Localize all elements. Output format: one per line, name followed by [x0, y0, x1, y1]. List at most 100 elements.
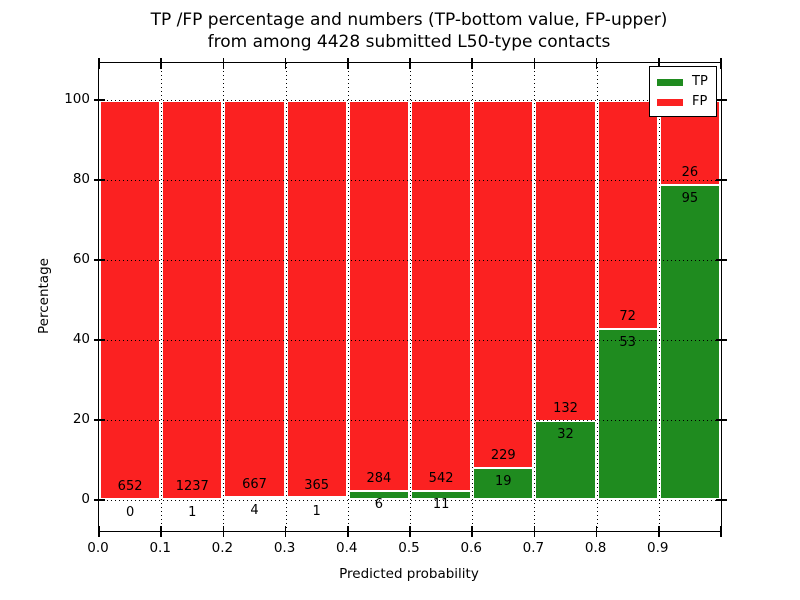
y-tick-mark-left [93, 339, 105, 341]
gridline-x-0.5 [410, 63, 411, 531]
chart-title-line1: TP /FP percentage and numbers (TP-bottom… [150, 10, 668, 30]
x-tick-mark-top [347, 57, 349, 69]
x-tick-mark-bottom [471, 526, 473, 537]
chart-title-line2: from among 4428 submitted L50-type conta… [207, 32, 611, 52]
y-tick-mark-left [93, 259, 105, 261]
y-tick-mark-right [716, 179, 727, 181]
legend-label-fp: FP [692, 94, 708, 109]
gridline-x-0.4 [348, 63, 349, 531]
bar-segment-tp [660, 184, 719, 498]
x-tick-label-0.8: 0.8 [584, 540, 607, 556]
fp-swatch-icon [657, 98, 683, 106]
tp-count-label: 11 [432, 497, 450, 513]
bar-bin-0.1 [161, 100, 224, 500]
x-tick-mark-bottom [533, 526, 536, 537]
gridline-x-0.7 [534, 63, 535, 531]
tp-count-label: 53 [619, 335, 636, 351]
tp-count-label: 4 [250, 502, 259, 518]
legend-label-tp: TP [692, 74, 708, 89]
x-tick-label-0.2: 0.2 [211, 540, 234, 556]
x-tick-mark-top [533, 57, 536, 69]
tp-count-label: 6 [374, 496, 384, 512]
x-tick-mark-top [98, 57, 100, 69]
x-tick-mark-bottom [347, 526, 349, 537]
y-tick-label-100: 100 [64, 91, 90, 107]
tp-count-label: 32 [557, 426, 574, 442]
plot-area: TP FP 652 0 1237 1 667 4 365 1 284 6 542 11 229 19 132… [93, 57, 727, 537]
x-tick-label-0.9: 0.9 [647, 540, 669, 556]
y-tick-label-60: 60 [72, 251, 90, 267]
tp-swatch-icon [657, 78, 683, 86]
legend-entry-fp: FP [650, 92, 716, 112]
fp-count-label: 652 [117, 479, 143, 494]
bar-segment-tp [225, 496, 284, 498]
y-tick-label-80: 80 [72, 171, 90, 187]
x-tick-label-0.3: 0.3 [273, 540, 296, 556]
tp-count-label: 1 [188, 504, 197, 520]
x-tick-mark-bottom [595, 526, 598, 537]
y-tick-mark-right [716, 339, 727, 341]
y-tick-label-40: 40 [72, 331, 90, 347]
x-tick-label-0.4: 0.4 [336, 540, 358, 556]
y-tick-mark-right [716, 99, 727, 101]
bar-segment-tp [536, 420, 595, 498]
fp-count-label: 72 [619, 309, 636, 325]
y-tick-label-0: 0 [81, 491, 90, 507]
bar-segment-tp [349, 490, 408, 498]
chart-title: TP /FP percentage and numbers (TP-bottom… [98, 9, 720, 53]
bar-bin-0.8 [596, 100, 659, 500]
fp-count-label: 667 [242, 476, 267, 492]
x-axis-label: Predicted probability [339, 566, 479, 582]
gridline-x-0.2 [223, 63, 224, 531]
gridline-x-0.9 [659, 63, 660, 531]
x-tick-mark-top [409, 57, 411, 69]
gridline-x-0.1 [161, 63, 162, 531]
x-tick-label-0.7: 0.7 [522, 540, 545, 556]
x-tick-mark-bottom [284, 526, 287, 537]
fp-count-label: 542 [428, 471, 454, 487]
bar-bin-0.9 [658, 100, 721, 500]
bar-segment-tp [287, 496, 346, 498]
x-tick-mark-bottom [720, 526, 722, 537]
bar-bin-0.7 [534, 100, 597, 500]
legend: TP FP [649, 66, 717, 117]
y-tick-mark-left [93, 179, 105, 181]
bar-bin-0.0 [99, 100, 162, 500]
tp-count-label: 19 [495, 474, 512, 490]
x-tick-mark-top [471, 57, 473, 69]
y-tick-mark-right [716, 499, 727, 501]
tp-count-label: 1 [312, 503, 321, 519]
bar-segment-tp [474, 467, 533, 498]
x-tick-label-0.0: 0.0 [87, 540, 109, 556]
fp-count-label: 1237 [175, 478, 209, 494]
y-tick-mark-right [716, 419, 727, 421]
y-tick-mark-left [93, 499, 105, 501]
y-tick-label-20: 20 [72, 411, 90, 427]
bar-segment-tp [598, 328, 657, 498]
bar-bin-0.2 [223, 100, 286, 500]
fp-count-label: 132 [553, 400, 578, 416]
bar-bin-0.5 [410, 100, 473, 500]
y-tick-mark-left [93, 99, 105, 101]
x-tick-mark-top [284, 57, 287, 69]
x-tick-mark-top [658, 57, 660, 69]
fp-count-label: 229 [490, 448, 516, 464]
bar-segment-tp [412, 490, 471, 498]
tp-count-label: 95 [681, 190, 699, 206]
legend-entry-tp: TP [650, 72, 716, 92]
x-tick-label-0.1: 0.1 [149, 540, 171, 556]
bar-bin-0.6 [472, 100, 535, 500]
gridline-x-0.8 [597, 63, 598, 531]
y-axis-label: Percentage [36, 258, 52, 334]
x-tick-mark-bottom [409, 526, 411, 537]
bar-bin-0.4 [347, 100, 410, 500]
x-tick-mark-bottom [222, 526, 225, 537]
x-tick-label-0.5: 0.5 [398, 540, 420, 556]
fp-count-label: 284 [366, 470, 392, 486]
x-tick-label-0.6: 0.6 [460, 540, 482, 556]
bar-bin-0.3 [285, 100, 348, 500]
x-tick-mark-bottom [160, 526, 162, 537]
fp-count-label: 365 [304, 477, 330, 493]
y-tick-mark-left [93, 419, 105, 421]
